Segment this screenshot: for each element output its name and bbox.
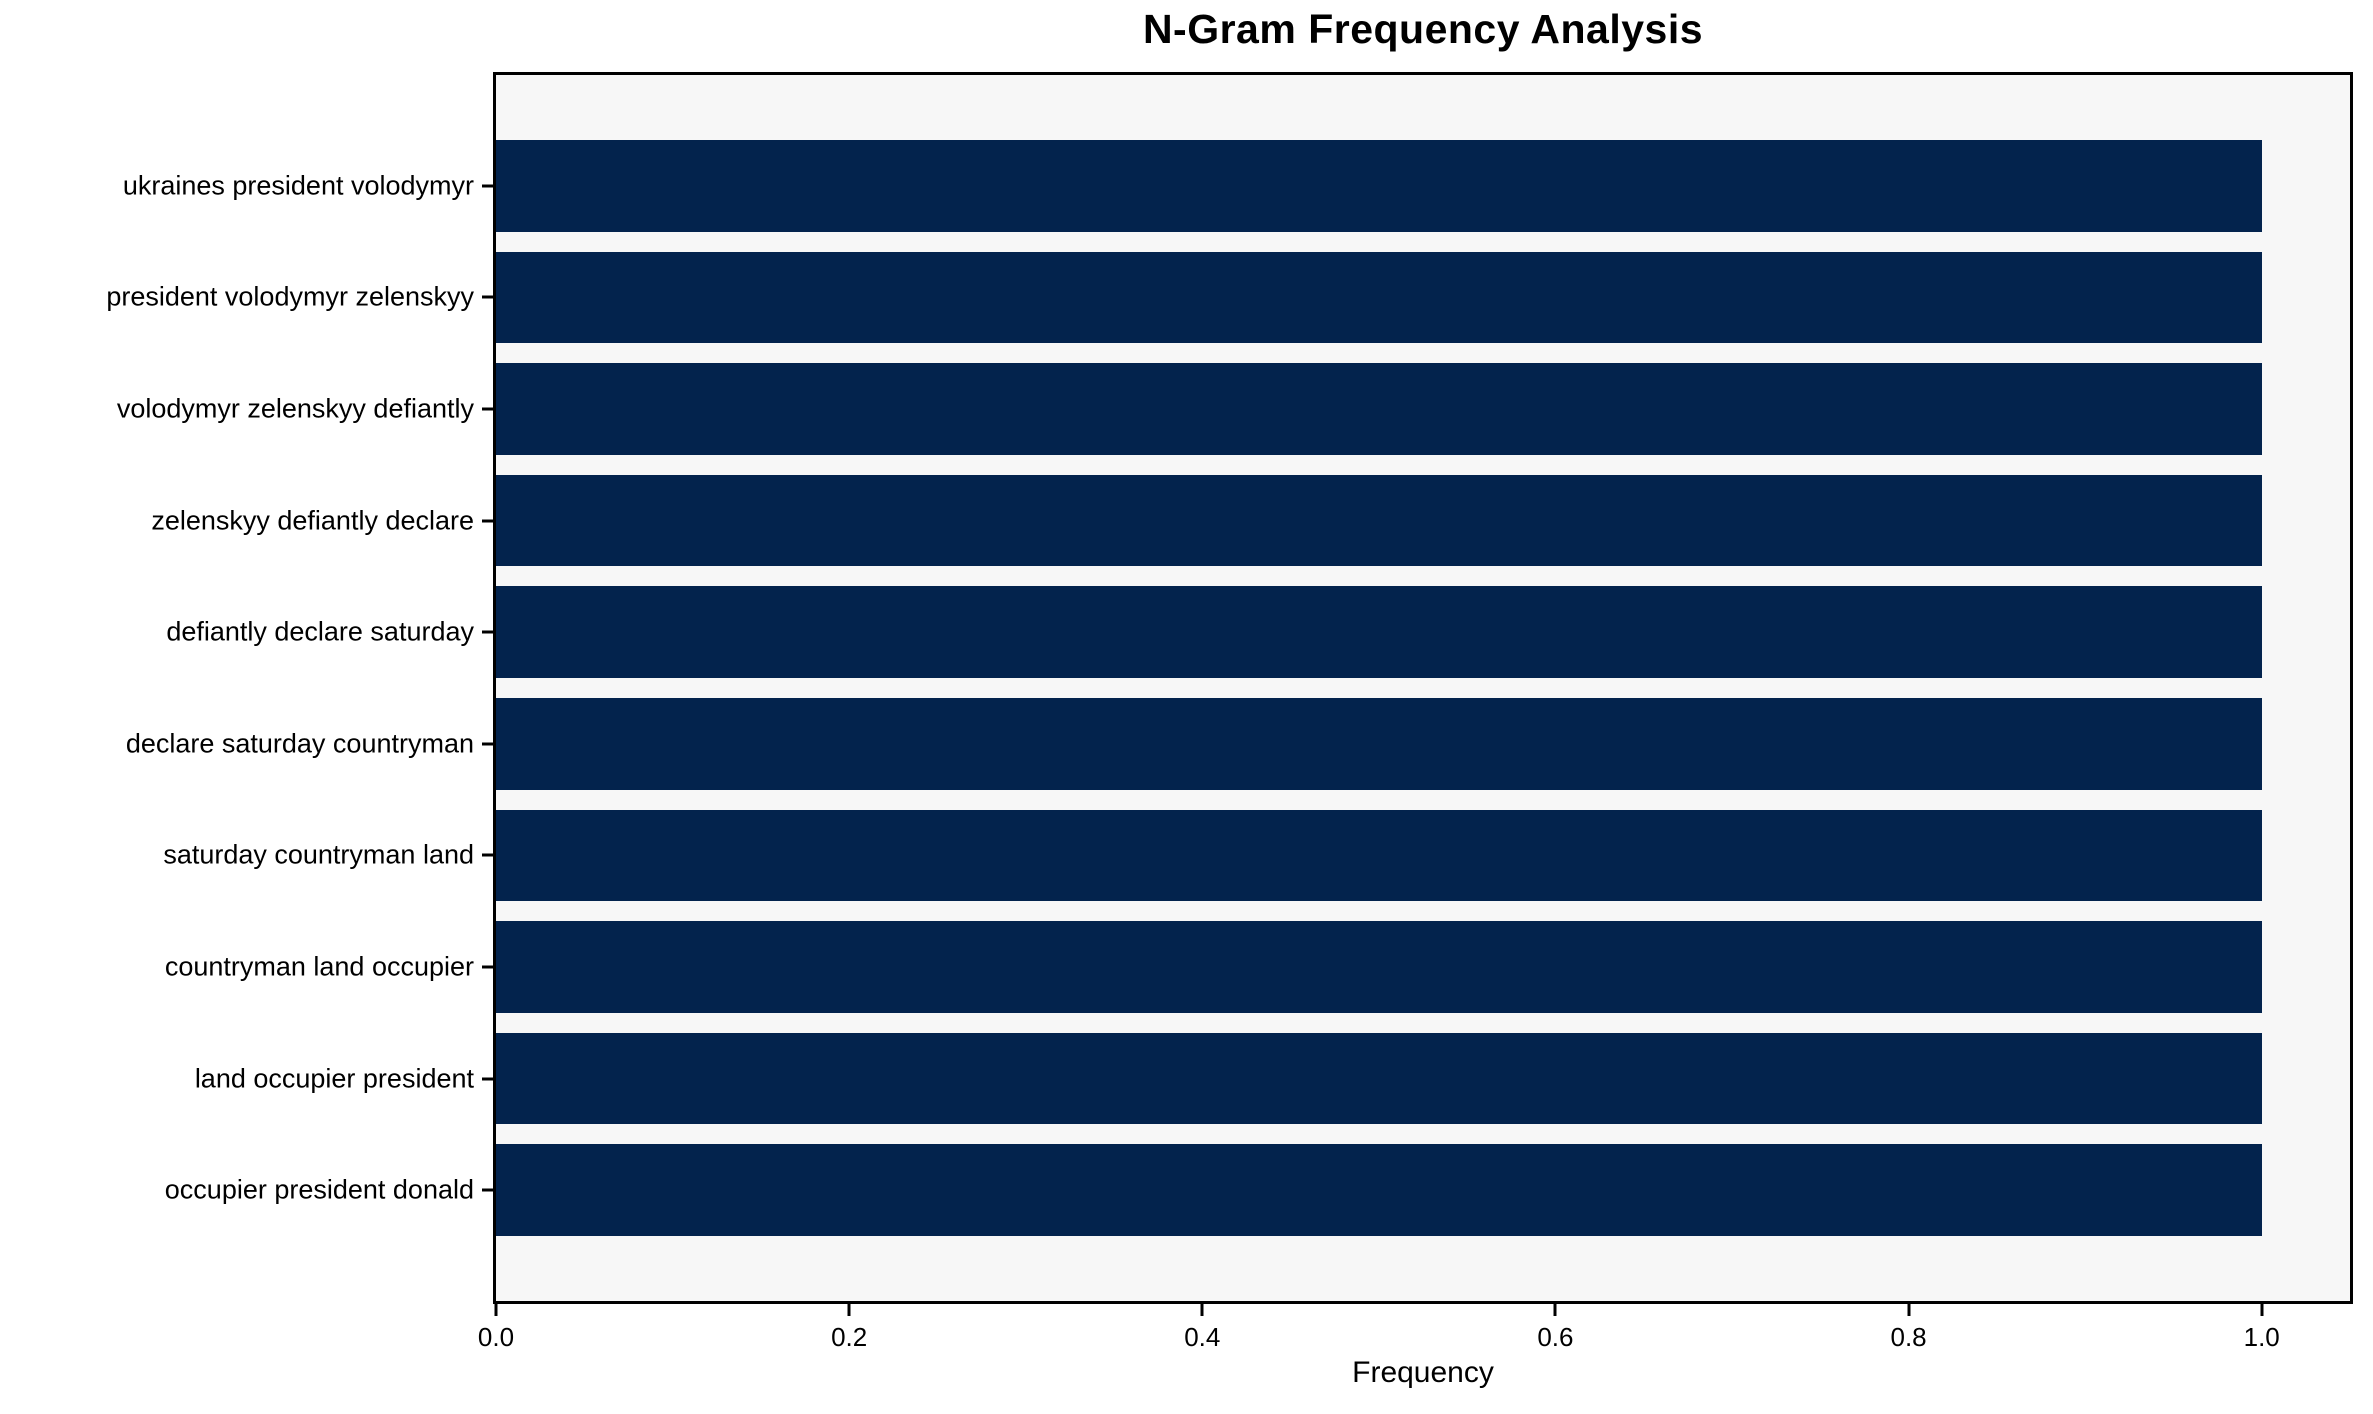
plot-area: ukraines president volodymyr president vo… [106,72,2353,1304]
bar-row: zelenskyy defiantly declare [151,465,2350,577]
bar [496,921,2262,1013]
x-tick-label: 1.0 [2243,1322,2280,1352]
y-tick-mark [482,630,493,634]
x-tick-label: 0.2 [831,1322,868,1352]
y-tick-mark [482,853,493,857]
y-tick-label: countryman land occupier [164,951,474,982]
y-tick-label: ukraines president volodymyr [122,170,474,201]
y-tick-mark [482,519,493,523]
chart-title: N-Gram Frequency Analysis [1142,6,1704,52]
bar [496,363,2262,455]
bar [496,140,2262,232]
x-axis: 0.0 0.2 0.4 0.6 0.8 1.0 [478,1304,2350,1374]
y-tick-label: saturday countryman land [163,839,474,870]
bar-row: volodymyr zelenskyy defiantly [117,353,2350,465]
x-axis-label: Frequency [1352,1356,1494,1389]
x-tick-label: 0.0 [477,1322,515,1352]
x-tick-label: 0.4 [1184,1322,1221,1352]
x-tick-mark [1200,1304,1204,1316]
y-tick-mark [482,965,493,969]
bar [496,251,2262,344]
y-tick-mark [482,184,493,188]
bar-row: occupier president donald [165,1134,2350,1246]
y-tick-label: occupier president donald [164,1174,474,1205]
bar-row: land occupier president [195,1023,2350,1135]
bar-row: defiantly declare saturday [166,576,2350,688]
bar [496,809,2262,902]
bar [496,586,2262,678]
bar [496,698,2262,790]
x-tick-label: 0.8 [1890,1322,1927,1352]
x-tick-mark [494,1304,498,1316]
bar-row: ukraines president volodymyr [123,130,2350,242]
bar-row: saturday countryman land [163,800,2350,912]
bar-row: president volodymyr zelenskyy [106,242,2350,354]
x-tick-mark [847,1304,851,1316]
y-tick-label: declare saturday countryman [125,728,474,759]
x-tick-mark [1553,1304,1557,1316]
x-tick-mark [1907,1304,1911,1316]
y-tick-mark [482,1077,493,1081]
bar [496,1144,2262,1236]
y-tick-label: volodymyr zelenskyy defiantly [116,393,474,424]
bar [496,474,2262,567]
bar-row: countryman land occupier [165,911,2350,1023]
bars-container: ukraines president volodymyr president vo… [106,75,2350,1301]
x-tick-mark [2260,1304,2264,1316]
bar-row: declare saturday countryman [126,688,2350,800]
y-tick-label: defiantly declare saturday [166,616,474,647]
y-tick-label: land occupier president [194,1063,474,1094]
y-tick-mark [482,295,493,299]
y-tick-mark [482,742,493,746]
y-tick-mark [482,407,493,411]
y-tick-label: president volodymyr zelenskyy [106,281,474,312]
y-tick-label: zelenskyy defiantly declare [151,505,474,536]
x-tick-label: 0.6 [1537,1322,1574,1352]
y-tick-mark [482,1188,493,1192]
bar [496,1032,2262,1125]
